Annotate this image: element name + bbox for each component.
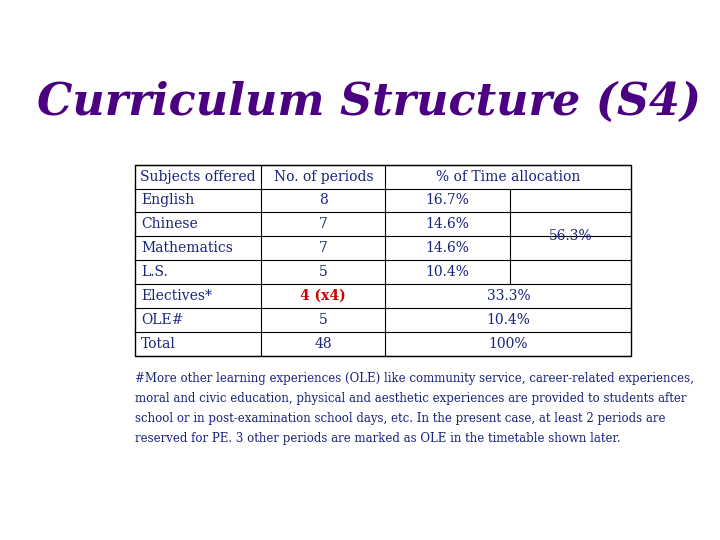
Text: Curriculum Structure (S4): Curriculum Structure (S4) [37,82,701,124]
Text: 14.6%: 14.6% [426,241,469,255]
Text: 33.3%: 33.3% [487,289,530,303]
Text: 5: 5 [319,265,328,279]
Text: 5: 5 [319,313,328,327]
Text: 7: 7 [319,218,328,231]
Text: 7: 7 [319,241,328,255]
Text: 100%: 100% [489,337,528,351]
Text: Subjects offered: Subjects offered [140,170,256,184]
Text: Chinese: Chinese [141,218,198,231]
Text: 4 (x4): 4 (x4) [300,289,346,303]
Text: L.S.: L.S. [141,265,168,279]
Text: moral and civic education, physical and aesthetic experiences are provided to st: moral and civic education, physical and … [135,393,686,406]
Text: 48: 48 [315,337,332,351]
Text: 10.4%: 10.4% [487,313,531,327]
Text: OLE#: OLE# [141,313,184,327]
Text: English: English [141,193,194,207]
Text: reserved for PE. 3 other periods are marked as OLE in the timetable shown later.: reserved for PE. 3 other periods are mar… [135,433,620,446]
Text: 56.3%: 56.3% [549,230,593,244]
Text: 16.7%: 16.7% [426,193,469,207]
Text: #More other learning experiences (OLE) like community service, career-related ex: #More other learning experiences (OLE) l… [135,373,693,386]
Text: 8: 8 [319,193,328,207]
Text: No. of periods: No. of periods [274,170,373,184]
Text: Electives*: Electives* [141,289,212,303]
Text: 14.6%: 14.6% [426,218,469,231]
Text: 10.4%: 10.4% [426,265,469,279]
Text: % of Time allocation: % of Time allocation [436,170,580,184]
Text: Total: Total [141,337,176,351]
Text: Mathematics: Mathematics [141,241,233,255]
Text: school or in post-examination school days, etc. In the present case, at least 2 : school or in post-examination school day… [135,413,665,426]
